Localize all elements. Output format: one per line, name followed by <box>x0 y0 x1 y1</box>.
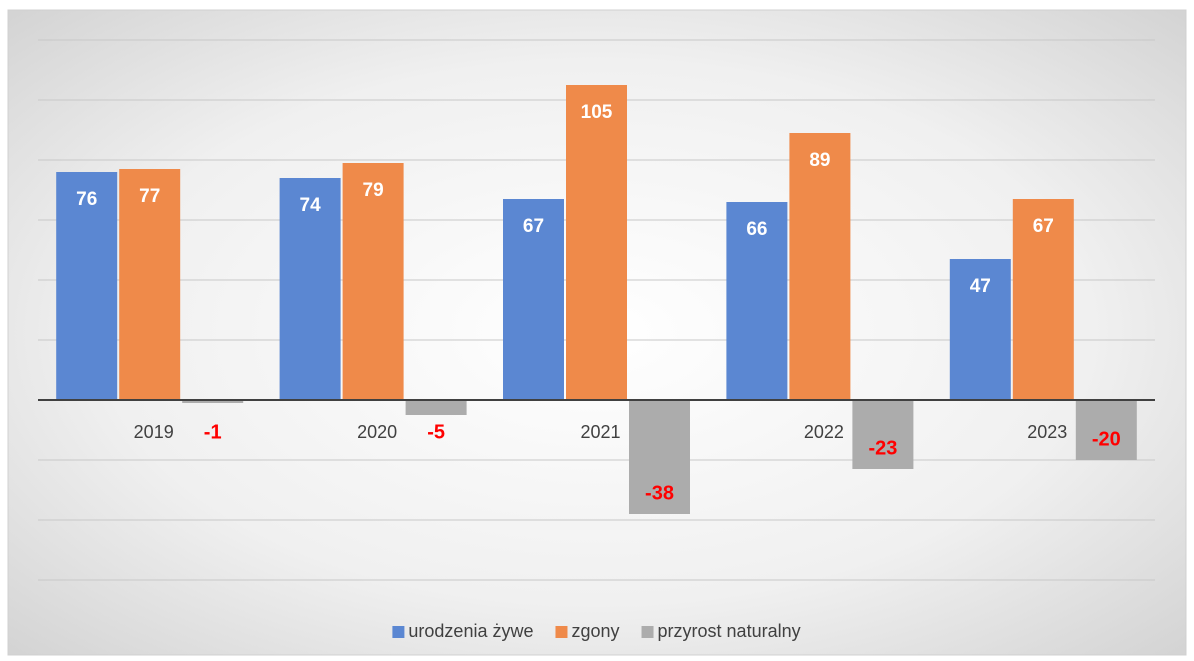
bar <box>852 400 914 469</box>
data-label: 74 <box>300 195 322 216</box>
legend-swatch <box>392 626 405 638</box>
data-label: 67 <box>1033 216 1054 237</box>
legend-swatch <box>555 626 568 638</box>
bar <box>566 85 627 400</box>
data-label: 79 <box>363 180 384 201</box>
bar <box>279 178 341 400</box>
bar <box>342 163 404 400</box>
bar <box>182 400 244 403</box>
bar <box>726 202 788 400</box>
bar <box>405 400 467 415</box>
legend-swatch <box>641 626 654 638</box>
data-label: -5 <box>427 421 445 443</box>
legend-label: zgony <box>571 621 619 641</box>
bar <box>1075 400 1137 460</box>
bar <box>1012 199 1074 400</box>
legend-label: przyrost naturalny <box>658 621 801 641</box>
x-tick-label: 2019 <box>134 422 174 442</box>
data-label: 89 <box>809 150 830 171</box>
data-label: 105 <box>581 102 613 123</box>
bar <box>56 172 118 400</box>
data-label: -23 <box>868 437 897 459</box>
legend-label: urodzenia żywe <box>408 621 533 641</box>
x-tick-label: 2023 <box>1027 422 1067 442</box>
data-label: -38 <box>645 482 674 504</box>
legend: urodzenia żywe zgony przyrost naturalny <box>392 621 801 641</box>
bar <box>629 400 690 514</box>
bar <box>503 199 564 400</box>
bar <box>119 169 181 400</box>
data-label: -20 <box>1092 428 1121 450</box>
data-label: 76 <box>76 189 97 210</box>
x-tick-label: 2021 <box>580 422 620 442</box>
data-label: 77 <box>139 186 160 207</box>
data-label: -1 <box>204 421 222 443</box>
bar <box>789 133 851 400</box>
data-label: 66 <box>746 219 767 240</box>
x-tick-label: 2022 <box>804 422 844 442</box>
data-label: 47 <box>970 276 991 297</box>
x-tick-label: 2020 <box>357 422 397 442</box>
bar <box>949 259 1011 400</box>
data-label: 67 <box>523 216 544 237</box>
